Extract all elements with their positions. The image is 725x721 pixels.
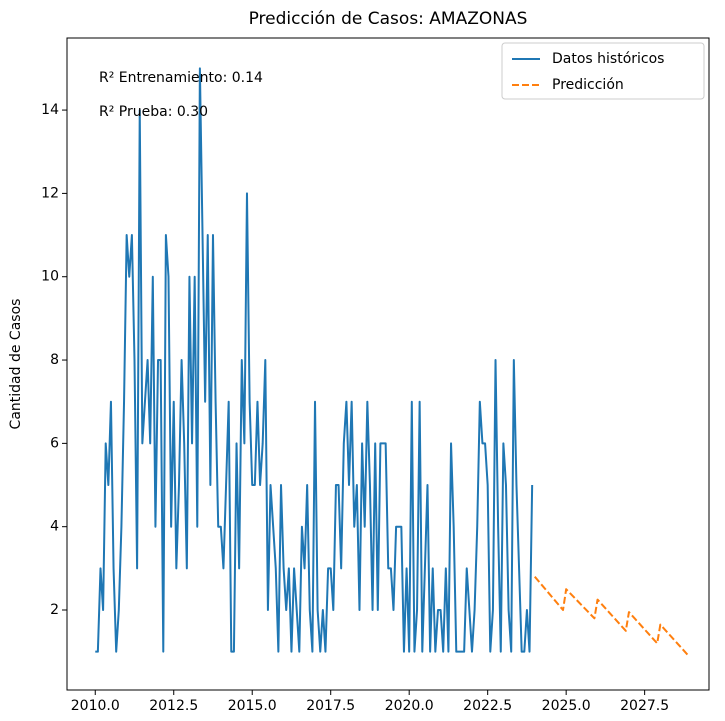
legend-label: Datos históricos [552,51,664,67]
x-tick-label: 2022.5 [463,698,512,714]
y-tick-label: 8 [50,352,59,368]
y-tick-label: 10 [41,269,59,285]
series-line [534,576,690,657]
y-tick-label: 14 [41,102,59,118]
x-tick-label: 2017.5 [306,698,355,714]
chart-title: Predicción de Casos: AMAZONAS [249,9,528,29]
x-tick-label: 2015.0 [228,698,277,714]
y-tick-label: 4 [50,519,59,535]
y-tick-label: 2 [50,602,59,618]
legend-label: Predicción [552,77,624,93]
x-tick-label: 2025.0 [542,698,591,714]
series-line [95,67,534,653]
annotation: R² Entrenamiento: 0.14 [99,70,263,86]
y-tick-label: 6 [50,435,59,451]
y-axis-label: Cantidad de Casos [8,299,24,430]
annotation: R² Prueba: 0.30 [99,104,208,120]
x-tick-label: 2020.0 [385,698,434,714]
y-tick-label: 12 [41,185,59,201]
x-tick-label: 2010.0 [71,698,120,714]
x-tick-label: 2027.5 [620,698,669,714]
x-tick-label: 2012.5 [149,698,198,714]
plot-frame [66,37,710,691]
legend-box [501,42,705,100]
